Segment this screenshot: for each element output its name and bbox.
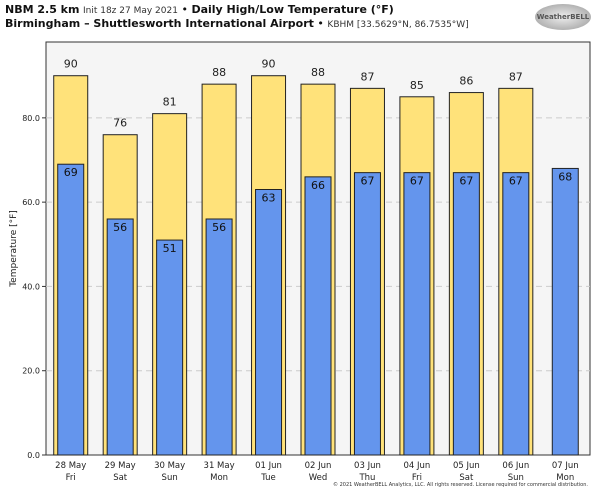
y-tick-label: 60.0 bbox=[22, 198, 40, 207]
x-tick-label: 06 Jun bbox=[502, 461, 529, 471]
y-tick-label: 80.0 bbox=[22, 114, 40, 123]
x-tick-label: 07 Jun bbox=[552, 461, 579, 471]
low-label: 67 bbox=[509, 175, 523, 188]
low-bar bbox=[57, 163, 85, 456]
low-label: 67 bbox=[410, 175, 424, 188]
low-bar bbox=[156, 239, 184, 456]
high-label: 87 bbox=[360, 70, 374, 83]
low-bar bbox=[452, 172, 480, 456]
x-tick-label: 29 May bbox=[105, 461, 136, 471]
x-tick-label: 03 Jun bbox=[354, 461, 381, 471]
x-tick-label: 28 May bbox=[55, 461, 86, 471]
low-label: 63 bbox=[262, 192, 276, 205]
high-label: 88 bbox=[212, 66, 226, 79]
low-label: 56 bbox=[212, 221, 226, 234]
low-label: 56 bbox=[113, 221, 127, 234]
low-label: 67 bbox=[360, 175, 374, 188]
x-tick-label-day: Mon bbox=[210, 473, 228, 483]
y-tick-label: 40.0 bbox=[22, 282, 40, 291]
weatherbell-logo: WeatherBELL bbox=[535, 4, 591, 30]
x-tick-label-day: Thu bbox=[358, 473, 375, 483]
low-bar bbox=[353, 172, 381, 456]
high-label: 87 bbox=[509, 70, 523, 83]
x-tick-label-day: Tue bbox=[260, 473, 276, 483]
x-tick-label-day: Fri bbox=[66, 473, 76, 483]
y-tick-label: 0.0 bbox=[27, 451, 40, 460]
high-label: 85 bbox=[410, 79, 424, 92]
x-tick-label-day: Mon bbox=[556, 473, 574, 483]
x-tick-label-day: Wed bbox=[309, 473, 328, 483]
x-tick-label-day: Fri bbox=[412, 473, 422, 483]
x-tick-label-day: Sun bbox=[162, 473, 178, 483]
high-label: 86 bbox=[459, 75, 473, 88]
title-line-2: Birmingham – Shuttlesworth International… bbox=[5, 17, 469, 30]
low-bar bbox=[551, 167, 579, 456]
low-label: 67 bbox=[459, 175, 473, 188]
high-label: 90 bbox=[262, 58, 276, 71]
low-label: 68 bbox=[558, 170, 572, 183]
high-label: 76 bbox=[113, 117, 127, 130]
high-label: 90 bbox=[64, 58, 78, 71]
x-tick-label: 05 Jun bbox=[453, 461, 480, 471]
x-tick-label-day: Sat bbox=[459, 473, 474, 483]
x-tick-label-day: Sat bbox=[113, 473, 128, 483]
copyright: © 2021 WeatherBELL Analytics, LLC. All r… bbox=[333, 482, 588, 488]
high-label: 88 bbox=[311, 66, 325, 79]
x-tick-label: 02 Jun bbox=[305, 461, 332, 471]
x-tick-label-day: Sun bbox=[508, 473, 524, 483]
low-bar bbox=[502, 172, 530, 456]
low-bar bbox=[106, 218, 134, 456]
low-label: 66 bbox=[311, 179, 325, 192]
low-bar bbox=[255, 189, 283, 456]
x-tick-label: 31 May bbox=[204, 461, 235, 471]
low-label: 69 bbox=[64, 166, 78, 179]
x-tick-label: 01 Jun bbox=[255, 461, 282, 471]
y-tick-label: 20.0 bbox=[22, 367, 40, 376]
y-axis-label: Temperature [°F] bbox=[9, 210, 19, 288]
low-bar bbox=[205, 218, 233, 456]
low-bar bbox=[304, 176, 332, 456]
high-label: 81 bbox=[163, 96, 177, 109]
x-tick-label: 30 May bbox=[154, 461, 185, 471]
title-line-1: NBM 2.5 km Init 18z 27 May 2021 • Daily … bbox=[5, 3, 394, 16]
low-bar bbox=[403, 172, 431, 456]
x-tick-label: 04 Jun bbox=[404, 461, 431, 471]
low-label: 51 bbox=[163, 242, 177, 255]
